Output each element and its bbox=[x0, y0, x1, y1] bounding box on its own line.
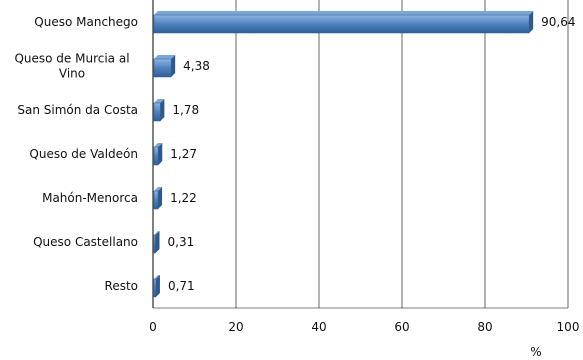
bar-front-face bbox=[153, 102, 161, 122]
x-tick-label: 0 bbox=[149, 320, 157, 334]
category-label: Mahón-Menorca bbox=[42, 191, 138, 205]
category-label: Queso de Valdeón bbox=[29, 147, 138, 161]
bar-4 bbox=[153, 143, 163, 166]
bar-top-face bbox=[154, 99, 165, 103]
bar-top-face bbox=[154, 275, 160, 279]
bar-front-face bbox=[153, 190, 159, 210]
bar-side-face bbox=[171, 55, 176, 77]
bar-front-face bbox=[153, 14, 530, 34]
category-label: Queso de Murcia al bbox=[14, 52, 129, 66]
bar-side-face bbox=[158, 187, 163, 209]
bar-5 bbox=[153, 187, 163, 210]
category-label: Vino bbox=[59, 67, 85, 81]
bar-2 bbox=[153, 55, 176, 78]
x-tick-label: 80 bbox=[477, 320, 492, 334]
bar-side-face bbox=[158, 143, 163, 165]
bar-3 bbox=[153, 99, 165, 122]
bar-1 bbox=[153, 11, 534, 34]
bar-front-face bbox=[153, 278, 157, 298]
bar-front-face bbox=[153, 234, 156, 254]
category-label: Queso Castellano bbox=[33, 235, 138, 249]
value-label: 1,27 bbox=[170, 147, 197, 161]
bar-top-face bbox=[154, 11, 534, 15]
value-labels: 90,64 4,38 1,78 1,27 1,22 0,31 0,71 bbox=[168, 15, 576, 293]
bar-side-face bbox=[155, 231, 160, 253]
bar-side-face bbox=[155, 275, 160, 297]
bar-side-face bbox=[529, 11, 534, 33]
bar-top-face bbox=[154, 187, 163, 191]
category-label: Queso Manchego bbox=[34, 15, 138, 29]
bar-7 bbox=[153, 275, 160, 298]
bar-top-face bbox=[154, 143, 163, 147]
bar-front-face bbox=[153, 58, 172, 78]
x-tick-label: 20 bbox=[228, 320, 243, 334]
value-label: 90,64 bbox=[541, 15, 575, 29]
bars bbox=[153, 11, 534, 298]
value-label: 4,38 bbox=[183, 59, 210, 73]
bar-front-face bbox=[153, 146, 159, 166]
x-tick-label: 60 bbox=[394, 320, 409, 334]
bar-top-face bbox=[154, 55, 176, 59]
gridlines bbox=[152, 0, 569, 309]
bar-top-face bbox=[154, 231, 160, 235]
bar-6 bbox=[153, 231, 160, 254]
value-label: 0,31 bbox=[168, 235, 195, 249]
value-label: 1,22 bbox=[170, 191, 197, 205]
x-tick-label: 40 bbox=[311, 320, 326, 334]
bar-side-face bbox=[160, 99, 165, 121]
x-tick-labels: 0 20 40 60 80 100 bbox=[149, 320, 579, 334]
value-label: 0,71 bbox=[168, 279, 195, 293]
x-axis-unit-label: % bbox=[530, 345, 541, 359]
x-tick-label: 100 bbox=[557, 320, 580, 334]
value-label: 1,78 bbox=[172, 103, 199, 117]
category-label: Resto bbox=[105, 279, 138, 293]
category-label: San Simón da Costa bbox=[17, 103, 138, 117]
